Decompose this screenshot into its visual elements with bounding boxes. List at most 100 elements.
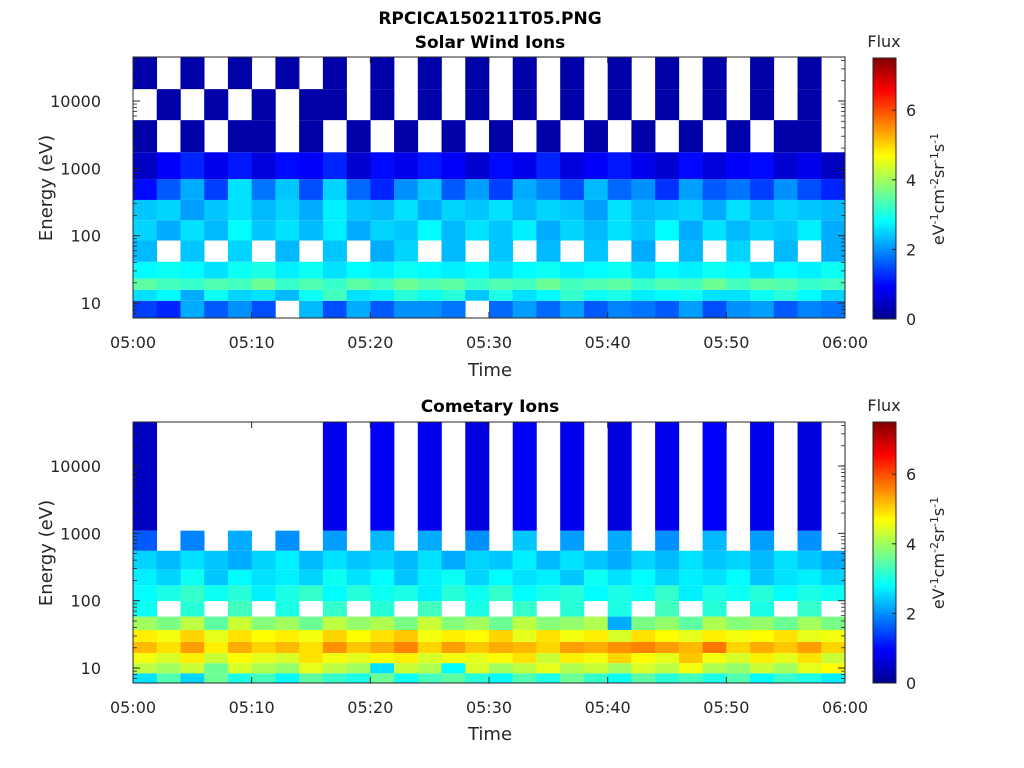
flux-cell xyxy=(204,616,229,630)
flux-cell xyxy=(322,663,347,674)
flux-cell xyxy=(133,240,158,262)
flux-cell xyxy=(251,585,276,602)
flux-cell xyxy=(441,653,466,664)
flux-cell xyxy=(417,641,442,653)
flux-cell xyxy=(583,673,608,683)
flux-cell xyxy=(394,240,419,262)
flux-cell xyxy=(489,653,514,664)
x-tick-label: 05:20 xyxy=(347,698,393,717)
flux-cell xyxy=(583,663,608,674)
flux-cell xyxy=(678,261,703,279)
flux-cell xyxy=(275,641,300,653)
flux-cell xyxy=(370,653,395,664)
flux-cell xyxy=(275,569,300,586)
flux-cell xyxy=(750,663,775,674)
flux-cell xyxy=(655,261,680,279)
flux-cell xyxy=(655,57,680,90)
flux-cell xyxy=(512,289,537,301)
flux-cell xyxy=(204,663,229,674)
flux-cell xyxy=(560,289,585,301)
flux-cell xyxy=(773,152,798,180)
flux-cell xyxy=(417,289,442,301)
flux-cell xyxy=(655,653,680,664)
flux-cell xyxy=(489,261,514,279)
flux-cell xyxy=(678,152,703,180)
flux-cell xyxy=(465,289,490,301)
flux-cell xyxy=(394,585,419,602)
flux-cell xyxy=(394,220,419,241)
flux-cell xyxy=(678,641,703,653)
flux-cell xyxy=(417,550,442,570)
flux-cell xyxy=(299,278,324,290)
flux-cell xyxy=(346,616,371,630)
flux-cell xyxy=(678,120,703,153)
flux-cell xyxy=(251,220,276,241)
flux-cell xyxy=(322,601,347,617)
flux-cell xyxy=(299,585,324,602)
flux-cell xyxy=(536,179,561,200)
x-tick-label: 05:30 xyxy=(466,333,512,352)
flux-cell xyxy=(204,641,229,653)
flux-cell xyxy=(299,673,324,683)
flux-cell xyxy=(631,278,656,290)
flux-cell xyxy=(607,300,632,318)
flux-cell xyxy=(133,422,158,531)
flux-cell xyxy=(560,653,585,664)
y-axis-label: Energy (eV) xyxy=(36,500,57,606)
flux-cell xyxy=(417,629,442,642)
flux-cell xyxy=(156,199,181,221)
flux-cell xyxy=(702,179,727,200)
spectrogram-cells xyxy=(133,57,846,318)
flux-cell xyxy=(299,300,324,318)
flux-cell xyxy=(583,199,608,221)
flux-cell xyxy=(631,629,656,642)
flux-cell xyxy=(465,220,490,241)
flux-cell xyxy=(797,601,822,617)
flux-cell xyxy=(394,629,419,642)
colorbar-tick-label: 4 xyxy=(906,535,916,554)
flux-cell xyxy=(322,641,347,653)
flux-cell xyxy=(607,278,632,290)
flux-cell xyxy=(607,422,632,531)
flux-cell xyxy=(465,601,490,617)
flux-cell xyxy=(251,673,276,683)
flux-cell xyxy=(536,261,561,279)
flux-cell xyxy=(299,629,324,642)
flux-cell xyxy=(655,663,680,674)
flux-cell xyxy=(797,152,822,180)
flux-cell xyxy=(346,550,371,570)
flux-cell xyxy=(512,569,537,586)
flux-cell xyxy=(583,616,608,630)
x-tick-label: 05:50 xyxy=(703,698,749,717)
flux-cell xyxy=(346,199,371,221)
flux-cell xyxy=(417,585,442,602)
flux-cell xyxy=(631,653,656,664)
flux-cell xyxy=(773,616,798,630)
flux-cell xyxy=(227,300,252,318)
colorbar-gradient xyxy=(872,421,897,684)
flux-cell xyxy=(607,289,632,301)
flux-cell xyxy=(773,220,798,241)
flux-cell xyxy=(536,616,561,630)
flux-cell xyxy=(299,569,324,586)
flux-cell xyxy=(583,569,608,586)
colorbar: Flux 0 2 4 6 eV-1cm-2sr-1s-1 xyxy=(867,32,948,329)
flux-cell xyxy=(417,179,442,200)
flux-cell xyxy=(702,629,727,642)
x-tick-label: 05:50 xyxy=(703,333,749,352)
colorbar-tick-label: 0 xyxy=(906,310,916,329)
flux-cell xyxy=(678,550,703,570)
flux-cell xyxy=(394,673,419,683)
flux-cell xyxy=(773,199,798,221)
flux-cell xyxy=(180,152,205,180)
flux-cell xyxy=(441,152,466,180)
flux-cell xyxy=(489,300,514,318)
flux-cell xyxy=(631,179,656,200)
flux-cell xyxy=(702,530,727,551)
flux-cell xyxy=(133,278,158,290)
flux-cell xyxy=(512,550,537,570)
flux-cell xyxy=(133,629,158,642)
flux-cell xyxy=(465,422,490,531)
flux-cell xyxy=(489,616,514,630)
flux-cell xyxy=(394,569,419,586)
